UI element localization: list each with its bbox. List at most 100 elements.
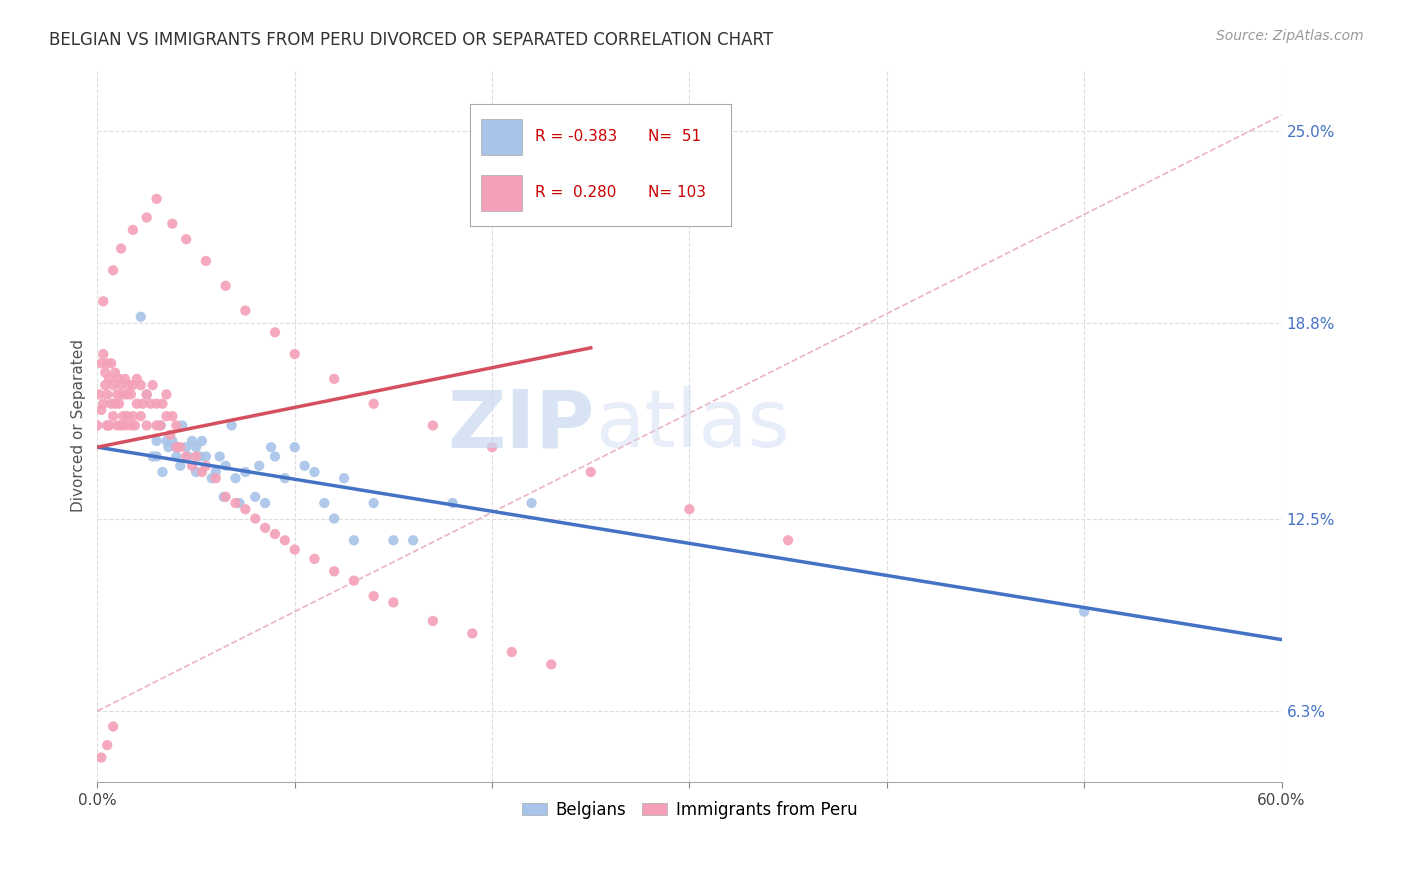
- Point: [184, 450, 207, 464]
- Point: [110, 242, 132, 256]
- Point: [115, 409, 138, 424]
- Point: [110, 418, 132, 433]
- Point: [132, 397, 155, 411]
- Text: BELGIAN VS IMMIGRANTS FROM PERU DIVORCED OR SEPARATED CORRELATION CHART: BELGIAN VS IMMIGRANTS FROM PERU DIVORCED…: [49, 31, 773, 49]
- Point: [284, 440, 307, 454]
- Point: [194, 450, 217, 464]
- Point: [96, 738, 118, 752]
- Point: [139, 397, 162, 411]
- Point: [94, 366, 117, 380]
- Point: [162, 434, 184, 448]
- Point: [90, 356, 112, 370]
- Point: [152, 397, 174, 411]
- Point: [323, 372, 346, 386]
- Point: [264, 527, 287, 541]
- Point: [145, 418, 167, 433]
- Point: [120, 418, 142, 433]
- Text: Source: ZipAtlas.com: Source: ZipAtlas.com: [1216, 29, 1364, 43]
- Point: [402, 533, 425, 548]
- Point: [304, 465, 326, 479]
- Y-axis label: Divorced or Separated: Divorced or Separated: [72, 339, 86, 512]
- Text: atlas: atlas: [595, 386, 789, 465]
- Point: [254, 521, 277, 535]
- Point: [124, 418, 146, 433]
- Point: [90, 750, 112, 764]
- Point: [122, 223, 145, 237]
- Point: [162, 409, 184, 424]
- Point: [145, 397, 167, 411]
- Point: [678, 502, 700, 516]
- Point: [135, 387, 157, 401]
- Point: [122, 378, 145, 392]
- Point: [105, 418, 128, 433]
- Point: [184, 465, 207, 479]
- Point: [343, 533, 366, 548]
- Point: [149, 418, 172, 433]
- Point: [363, 496, 385, 510]
- Point: [363, 397, 385, 411]
- Point: [177, 450, 200, 464]
- Point: [343, 574, 366, 588]
- Point: [254, 496, 277, 510]
- Point: [422, 418, 444, 433]
- Point: [101, 378, 124, 392]
- Point: [221, 418, 243, 433]
- Point: [520, 496, 543, 510]
- Point: [110, 378, 132, 392]
- Point: [155, 434, 177, 448]
- Point: [501, 645, 523, 659]
- Point: [105, 387, 128, 401]
- Point: [382, 533, 405, 548]
- Point: [181, 458, 204, 473]
- Point: [201, 471, 224, 485]
- Point: [89, 387, 111, 401]
- Point: [145, 434, 167, 448]
- Point: [264, 450, 287, 464]
- Point: [214, 458, 236, 473]
- Point: [96, 356, 118, 370]
- Point: [155, 387, 177, 401]
- Point: [208, 450, 231, 464]
- Point: [422, 614, 444, 628]
- Point: [184, 440, 207, 454]
- Point: [245, 511, 267, 525]
- Point: [157, 440, 180, 454]
- Point: [274, 533, 297, 548]
- Point: [333, 471, 356, 485]
- Point: [204, 465, 226, 479]
- Point: [174, 232, 197, 246]
- Point: [169, 440, 191, 454]
- Point: [129, 409, 152, 424]
- Point: [145, 450, 167, 464]
- Point: [125, 372, 148, 386]
- Point: [284, 347, 307, 361]
- Point: [108, 397, 131, 411]
- Point: [159, 427, 181, 442]
- Point: [260, 440, 283, 454]
- Point: [224, 471, 246, 485]
- Point: [149, 418, 172, 433]
- Point: [228, 496, 250, 510]
- Point: [129, 310, 152, 324]
- Point: [98, 418, 121, 433]
- Point: [145, 192, 167, 206]
- Point: [778, 533, 800, 548]
- Point: [191, 434, 214, 448]
- Point: [235, 465, 257, 479]
- Point: [235, 303, 257, 318]
- Point: [118, 378, 141, 392]
- Point: [115, 387, 138, 401]
- Point: [540, 657, 562, 672]
- Point: [174, 450, 197, 464]
- Point: [165, 440, 187, 454]
- Point: [129, 378, 152, 392]
- Point: [90, 403, 112, 417]
- Point: [108, 372, 131, 386]
- Point: [212, 490, 235, 504]
- Point: [98, 372, 121, 386]
- Text: ZIP: ZIP: [447, 386, 595, 465]
- Point: [142, 450, 165, 464]
- Point: [135, 418, 157, 433]
- Point: [284, 542, 307, 557]
- Point: [214, 278, 236, 293]
